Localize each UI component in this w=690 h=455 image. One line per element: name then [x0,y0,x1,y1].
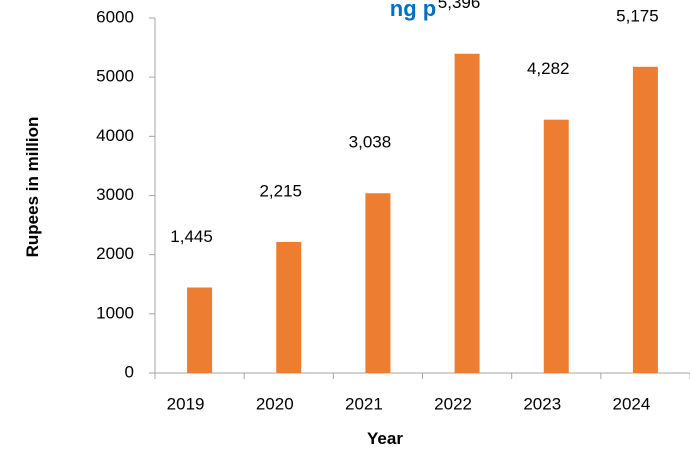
chart-title: ng p [390,0,436,21]
bar [632,66,658,373]
y-tick-label: 0 [125,362,134,381]
y-tick-label: 5000 [96,67,134,86]
x-tick-label: 2024 [613,394,651,413]
x-tick-label: 2023 [523,394,561,413]
bar [276,241,302,373]
x-tick-label: 2021 [345,394,383,413]
y-tick-label: 2000 [96,244,134,263]
data-label: 4,282 [527,59,570,78]
bar [543,119,569,373]
x-tick-label: 2020 [256,394,294,413]
data-label: 3,038 [349,133,392,152]
bar [365,193,391,373]
x-axis-title: Year [367,429,403,448]
data-label: 2,215 [259,181,302,200]
y-tick-label: 3000 [96,185,134,204]
y-tick-label: 1000 [96,303,134,322]
y-axis-title: Rupees in million [23,117,42,258]
data-label: 5,396 [438,0,481,12]
data-label: 1,445 [170,227,213,246]
data-label: 5,175 [616,6,659,25]
x-tick-label: 2019 [167,394,205,413]
x-tick-label: 2022 [434,394,472,413]
y-tick-label: 4000 [96,126,134,145]
bar [454,53,480,374]
bar [187,287,213,373]
y-tick-label: 6000 [96,7,134,26]
